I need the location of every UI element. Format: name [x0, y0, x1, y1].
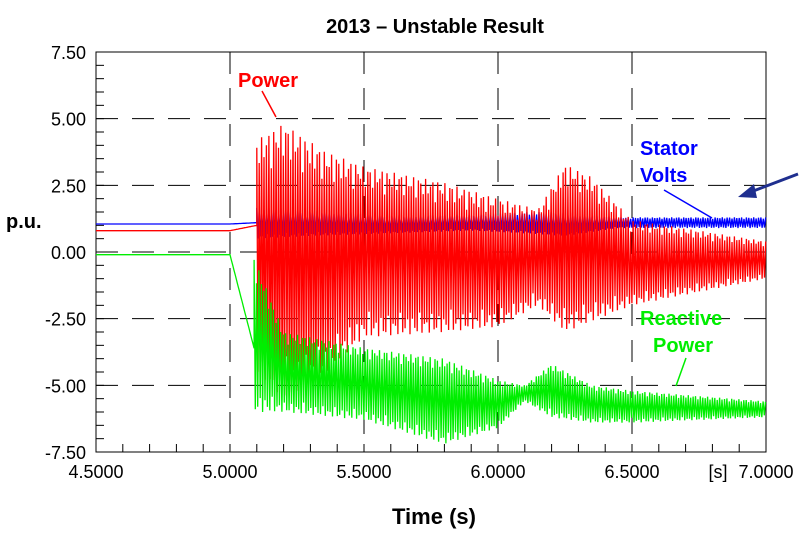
x-tick-label: 4.5000	[68, 462, 123, 482]
blue-arrow-icon	[738, 172, 799, 198]
x-tick-labels: 4.5000 5.0000 5.5000 6.0000 6.5000 7.0000	[68, 462, 793, 482]
series-layer	[96, 125, 767, 444]
x-tick-label: 7.0000	[738, 462, 793, 482]
annotation-volts: Volts	[640, 165, 687, 187]
series-line-power	[96, 125, 767, 396]
x-tick-label: 6.5000	[604, 462, 659, 482]
chart-title: 2013 – Unstable Result	[326, 16, 544, 38]
annotation-power: Power	[238, 70, 298, 92]
annotation-volts-leader	[663, 189, 713, 219]
y-tick-label: 7.50	[51, 43, 86, 63]
y-axis-label: p.u.	[6, 211, 42, 233]
x-tick-label: 6.0000	[470, 462, 525, 482]
y-tick-label: -5.00	[45, 376, 86, 396]
y-tick-label: -2.50	[45, 310, 86, 330]
annotation-reactive-power: Power	[653, 335, 713, 357]
annotation-reactive-leader	[675, 357, 687, 387]
y-tick-label: 5.00	[51, 110, 86, 130]
y-tick-label: 2.50	[51, 176, 86, 196]
series-power	[96, 125, 767, 396]
y-tick-label: -7.50	[45, 443, 86, 463]
minor-ticks	[95, 51, 767, 453]
series-line-reactive-power	[96, 254, 767, 444]
x-tick-label: 5.5000	[336, 462, 391, 482]
y-tick-label: 0.00	[51, 243, 86, 263]
x-axis-label: Time (s)	[392, 504, 476, 529]
x-tick-label: 5.0000	[202, 462, 257, 482]
series-reactive-power	[96, 254, 767, 444]
annotation-stator: Stator	[640, 138, 698, 160]
annotation-power-leader	[261, 90, 277, 118]
annotation-reactive: Reactive	[640, 308, 722, 330]
y-tick-labels: 7.50 5.00 2.50 0.00 -2.50 -5.00 -7.50	[45, 43, 86, 463]
x-unit-label: [s]	[708, 462, 727, 482]
